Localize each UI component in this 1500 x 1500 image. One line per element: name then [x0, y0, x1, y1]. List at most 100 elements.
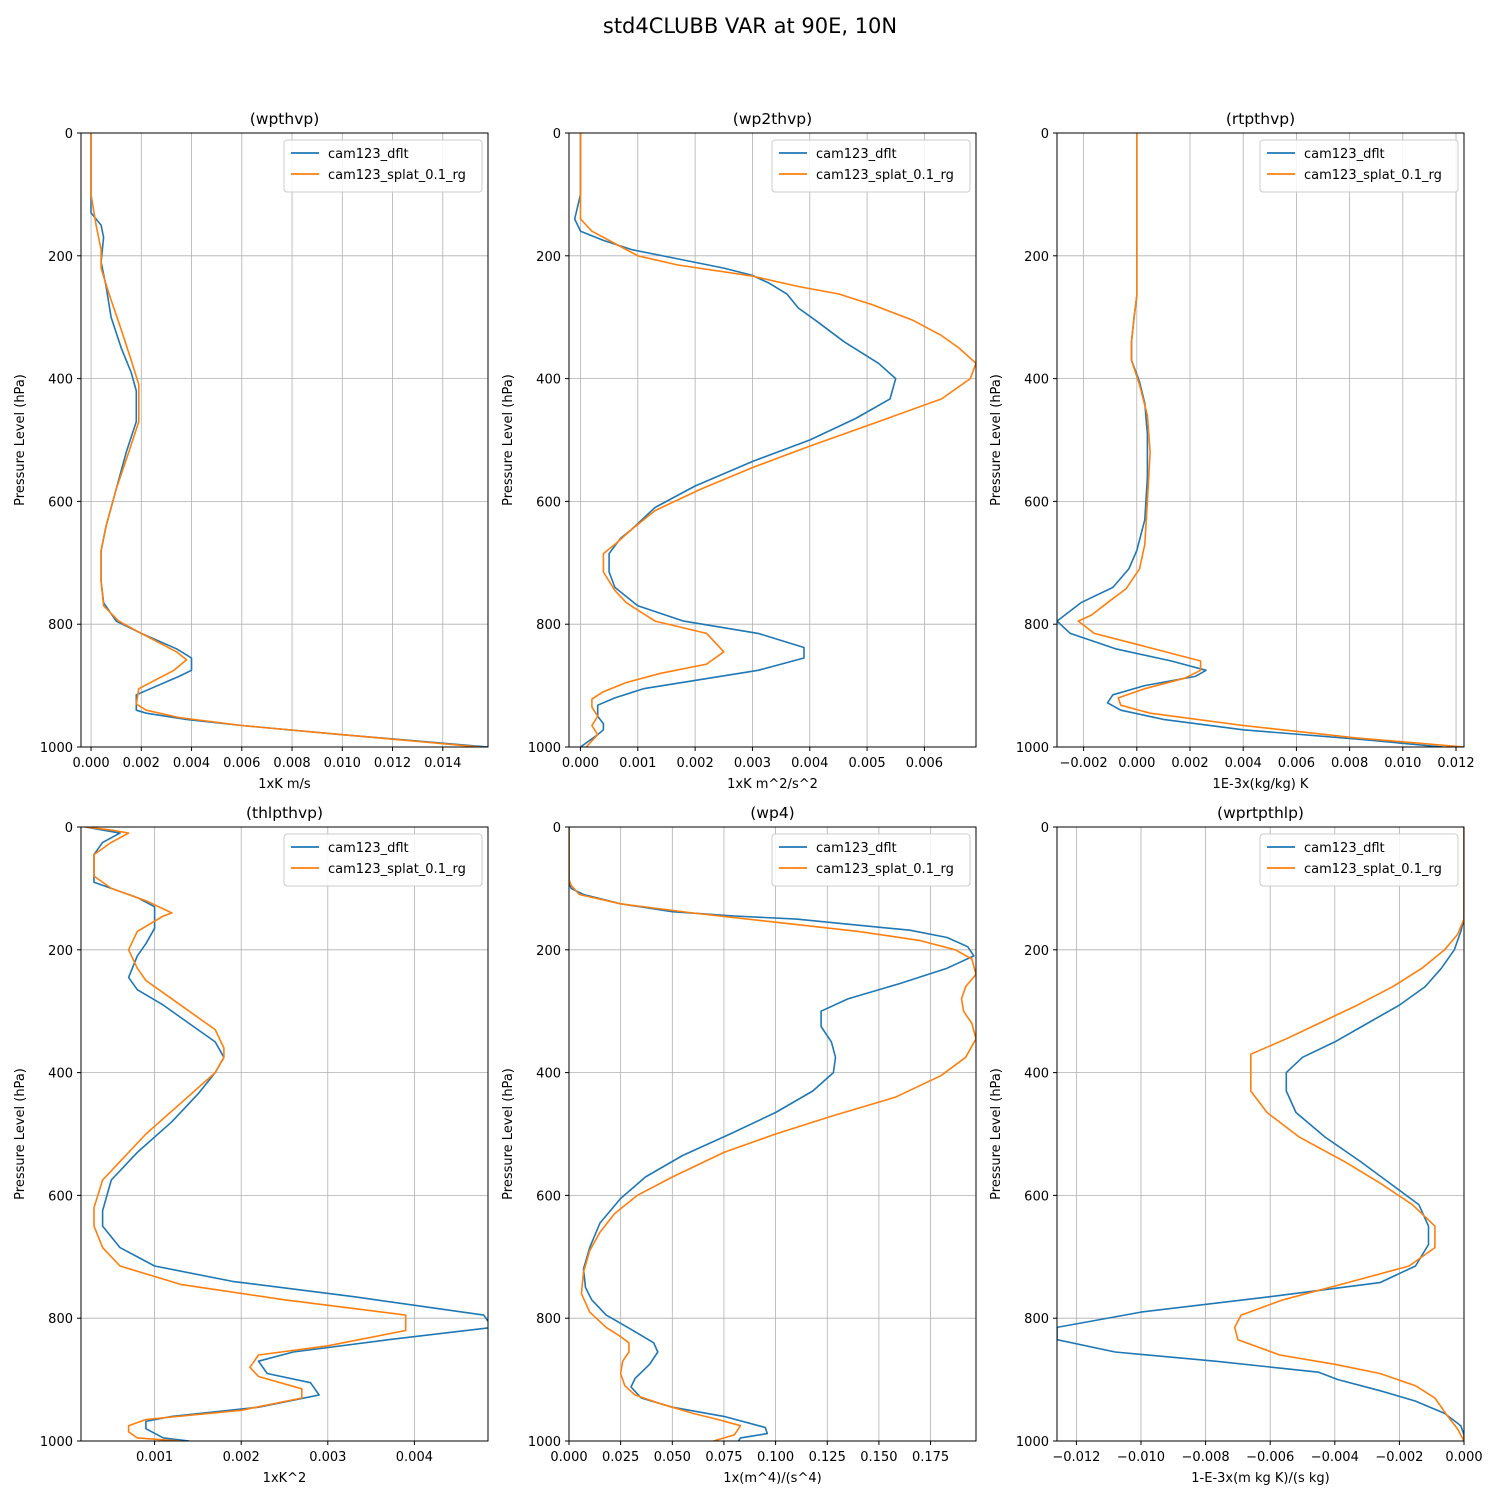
series-line-splat [85, 827, 407, 1441]
x-tick-label: 0.150 [860, 1450, 897, 1465]
x-tick-label: −0.002 [1060, 756, 1108, 771]
x-tick-label: 0.001 [136, 1450, 173, 1465]
series-line-dflt [90, 133, 488, 747]
subplot-4: 0.001 0.002 0.003 0.004 0 200 400 600 800 1000 (th… [13, 804, 489, 1486]
y-tick-label: 1000 [40, 741, 73, 756]
x-tick-label: 0.008 [1331, 756, 1368, 771]
y-tick-label: 400 [48, 1067, 73, 1082]
x-tick-label: −0.008 [1182, 1450, 1230, 1465]
x-tick-label: 0.175 [912, 1450, 949, 1465]
y-tick-label: 200 [1024, 250, 1049, 265]
x-tick-label: 0.003 [734, 756, 771, 771]
series-line-splat [1233, 827, 1464, 1441]
y-tick-label: 800 [48, 1312, 73, 1327]
x-tick-label: 0.010 [1384, 756, 1421, 771]
subplot-2: 0.000 0.001 0.002 0.003 0.004 0.005 0.006 0 200 4… [501, 110, 977, 792]
axes-frame [80, 826, 489, 1442]
legend-box [1259, 139, 1459, 193]
x-axis-label: 1x(m^4)/(s^4) [723, 1471, 821, 1486]
x-tick-label: 0.002 [1171, 756, 1208, 771]
x-tick-label: 0.100 [757, 1450, 794, 1465]
y-tick-label: 600 [1024, 1189, 1049, 1204]
y-tick-label: 1000 [528, 741, 561, 756]
legend-label-splat: cam123_splat_0.1_rg [328, 862, 466, 877]
y-tick-label: 800 [536, 1312, 561, 1327]
y-axis-label: Pressure Level (hPa) [13, 1068, 28, 1200]
legend-label-splat: cam123_splat_0.1_rg [1304, 862, 1442, 877]
x-tick-label: 0.006 [906, 756, 943, 771]
y-tick-label: 400 [1024, 373, 1049, 388]
legend-box [771, 139, 971, 193]
legend: cam123_dflt cam123_splat_0.1_rg [771, 139, 971, 193]
x-tick-label: −0.012 [1052, 1450, 1100, 1465]
x-tick-label: 0.125 [809, 1450, 846, 1465]
x-tick-label: 0.006 [223, 756, 260, 771]
y-tick-label: 400 [48, 373, 73, 388]
legend-label-splat: cam123_splat_0.1_rg [816, 862, 954, 877]
x-tick-label: 0.010 [324, 756, 361, 771]
series-line-splat [579, 133, 976, 747]
x-tick-label: −0.002 [1375, 1450, 1423, 1465]
subplot-1: 0.000 0.002 0.004 0.006 0.008 0.010 0.012 0.014… [13, 110, 489, 792]
series-line-dflt [569, 827, 975, 1441]
legend: cam123_dflt cam123_splat_0.1_rg [771, 833, 971, 887]
y-axis-label: Pressure Level (hPa) [989, 1068, 1004, 1200]
legend-box [1259, 833, 1459, 887]
legend-label-dflt: cam123_dflt [816, 841, 897, 856]
x-tick-label: 0.000 [72, 756, 109, 771]
subplot-title: (wprtpthlp) [1217, 804, 1304, 822]
x-axis-label: 1-E-3x(m kg K)/(s kg) [1191, 1471, 1329, 1486]
y-tick-label: 200 [536, 250, 561, 265]
x-tick-label: 0.000 [1445, 1450, 1482, 1465]
axes-frame [568, 826, 977, 1442]
legend: cam123_dflt cam123_splat_0.1_rg [283, 833, 483, 887]
x-tick-label: 0.006 [1278, 756, 1315, 771]
y-tick-label: 600 [536, 495, 561, 510]
legend-label-splat: cam123_splat_0.1_rg [328, 168, 466, 183]
legend-label-dflt: cam123_dflt [1304, 147, 1385, 162]
x-tick-label: 0.002 [223, 1450, 260, 1465]
y-tick-label: 600 [536, 1189, 561, 1204]
x-tick-label: −0.004 [1311, 1450, 1359, 1465]
x-tick-label: 0.014 [424, 756, 461, 771]
y-tick-label: 1000 [1016, 741, 1049, 756]
subplot-title: (wp4) [750, 804, 794, 822]
y-tick-label: 200 [536, 944, 561, 959]
axes-frame [1056, 132, 1465, 748]
y-tick-label: 200 [1024, 944, 1049, 959]
legend-box [771, 833, 971, 887]
subplot-title: (wpthvp) [250, 110, 320, 128]
y-tick-label: 0 [1041, 821, 1049, 836]
x-tick-label: 0.075 [705, 1450, 742, 1465]
series-group [85, 827, 488, 1441]
y-axis-label: Pressure Level (hPa) [13, 374, 28, 506]
legend-box [283, 833, 483, 887]
subplot-title: (thlpthvp) [246, 804, 323, 822]
x-tick-label: 0.012 [1437, 756, 1474, 771]
y-tick-label: 1000 [528, 1435, 561, 1450]
x-tick-label: 0.005 [848, 756, 885, 771]
series-line-splat [569, 827, 976, 1441]
legend-label-splat: cam123_splat_0.1_rg [1304, 168, 1442, 183]
x-tick-label: 0.025 [602, 1450, 639, 1465]
subplot-title: (wp2thvp) [733, 110, 812, 128]
x-tick-label: −0.010 [1117, 1450, 1165, 1465]
series-line-splat [90, 133, 481, 747]
x-tick-label: 0.000 [562, 756, 599, 771]
y-tick-label: 600 [48, 1189, 73, 1204]
series-line-dflt [1057, 827, 1464, 1441]
subplot-3: −0.002 0.000 0.002 0.004 0.006 0.008 0.010 0.01… [989, 110, 1475, 792]
legend: cam123_dflt cam123_splat_0.1_rg [1259, 139, 1459, 193]
series-group [90, 133, 488, 747]
x-tick-label: 0.008 [273, 756, 310, 771]
y-tick-label: 400 [536, 1067, 561, 1082]
x-tick-label: 0.000 [1118, 756, 1155, 771]
y-tick-label: 400 [536, 373, 561, 388]
legend-label-dflt: cam123_dflt [816, 147, 897, 162]
y-tick-label: 200 [48, 250, 73, 265]
legend: cam123_dflt cam123_splat_0.1_rg [283, 139, 483, 193]
subplot-title: (rtpthvp) [1226, 110, 1295, 128]
series-group [1057, 827, 1464, 1441]
x-tick-label: 0.004 [1225, 756, 1262, 771]
y-axis-label: Pressure Level (hPa) [501, 1068, 516, 1200]
